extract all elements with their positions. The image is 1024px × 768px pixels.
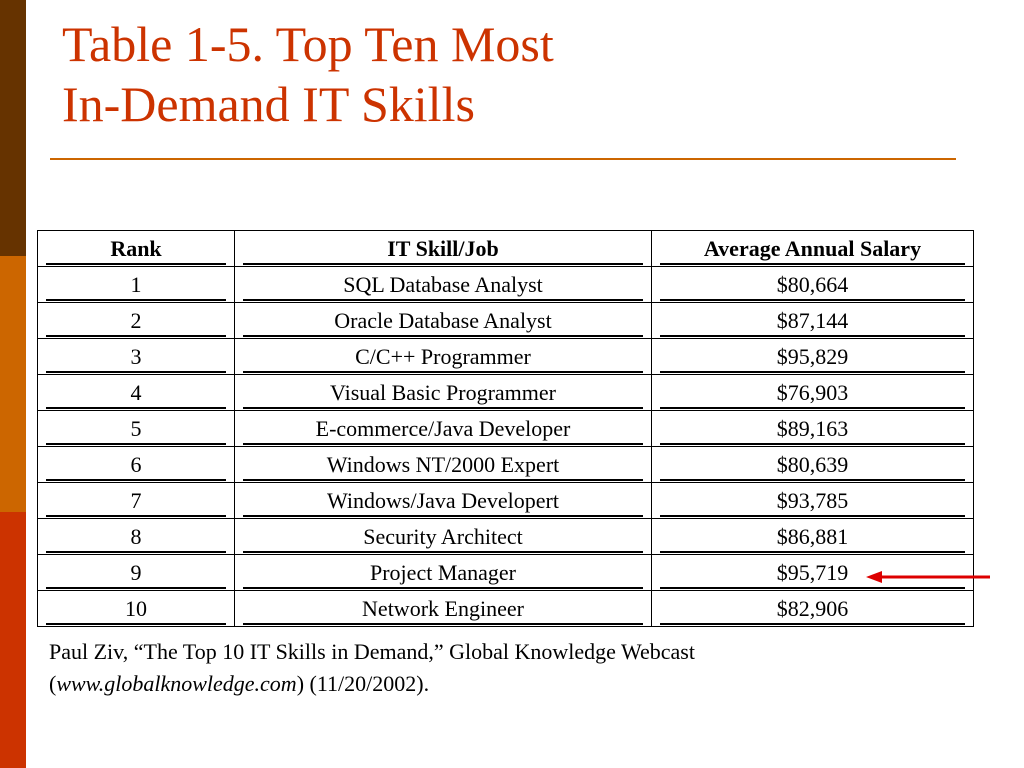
table-row: 6 Windows NT/2000 Expert $80,639 xyxy=(37,446,974,483)
header-salary: Average Annual Salary xyxy=(651,230,974,267)
skill-cell: Windows/Java Developert xyxy=(234,482,652,519)
table-row: 4 Visual Basic Programmer $76,903 xyxy=(37,374,974,411)
source-caption: Paul Ziv, “The Top 10 IT Skills in Deman… xyxy=(49,636,695,700)
table-row: 2 Oracle Database Analyst $87,144 xyxy=(37,302,974,339)
table-row: 5 E-commerce/Java Developer $89,163 xyxy=(37,410,974,447)
table-row: 7 Windows/Java Developert $93,785 xyxy=(37,482,974,519)
skill-cell: Network Engineer xyxy=(234,590,652,627)
rank-cell: 10 xyxy=(37,590,235,627)
left-arrow-icon xyxy=(866,571,990,583)
rank-cell: 5 xyxy=(37,410,235,447)
rank-cell: 3 xyxy=(37,338,235,375)
title-line-2: In-Demand IT Skills xyxy=(62,76,475,132)
side-bar-middle-segment xyxy=(0,256,26,512)
skill-cell: E-commerce/Java Developer xyxy=(234,410,652,447)
rank-cell: 1 xyxy=(37,266,235,303)
rank-cell: 6 xyxy=(37,446,235,483)
salary-cell: $80,639 xyxy=(651,446,974,483)
skill-cell: SQL Database Analyst xyxy=(234,266,652,303)
slide-title: Table 1-5. Top Ten Most In-Demand IT Ski… xyxy=(62,14,554,134)
rank-cell: 9 xyxy=(37,554,235,591)
header-rank: Rank xyxy=(37,230,235,267)
title-divider xyxy=(50,158,956,160)
skill-cell: Windows NT/2000 Expert xyxy=(234,446,652,483)
salary-cell: $93,785 xyxy=(651,482,974,519)
table-header-row: Rank IT Skill/Job Average Annual Salary xyxy=(37,230,974,267)
salary-cell: $80,664 xyxy=(651,266,974,303)
salary-cell: $95,829 xyxy=(651,338,974,375)
salary-cell: $87,144 xyxy=(651,302,974,339)
rank-cell: 8 xyxy=(37,518,235,555)
side-bar-top-segment xyxy=(0,0,26,256)
skill-cell: Oracle Database Analyst xyxy=(234,302,652,339)
salary-cell: $95,719 xyxy=(651,554,974,591)
rank-cell: 7 xyxy=(37,482,235,519)
table-row: 1 SQL Database Analyst $80,664 xyxy=(37,266,974,303)
salary-cell: $89,163 xyxy=(651,410,974,447)
caption-url: www.globalknowledge.com xyxy=(56,671,297,696)
skill-cell: Security Architect xyxy=(234,518,652,555)
caption-open-paren: ( xyxy=(49,671,57,696)
title-line-1: Table 1-5. Top Ten Most xyxy=(62,16,554,72)
salary-cell: $86,881 xyxy=(651,518,974,555)
table-row: 8 Security Architect $86,881 xyxy=(37,518,974,555)
rank-cell: 2 xyxy=(37,302,235,339)
side-color-bar xyxy=(0,0,26,768)
header-skill: IT Skill/Job xyxy=(234,230,652,267)
table-row: 10 Network Engineer $82,906 xyxy=(37,590,974,627)
salary-cell: $82,906 xyxy=(651,590,974,627)
caption-date: ) (11/20/2002). xyxy=(296,671,430,696)
skills-table: Rank IT Skill/Job Average Annual Salary … xyxy=(37,230,974,627)
skill-cell: Project Manager xyxy=(234,554,652,591)
skill-cell: C/C++ Programmer xyxy=(234,338,652,375)
table-row: 9 Project Manager $95,719 xyxy=(37,554,974,591)
side-bar-bottom-segment xyxy=(0,512,26,768)
salary-cell: $76,903 xyxy=(651,374,974,411)
skill-cell: Visual Basic Programmer xyxy=(234,374,652,411)
arrow-head xyxy=(866,571,882,583)
rank-cell: 4 xyxy=(37,374,235,411)
table-row: 3 C/C++ Programmer $95,829 xyxy=(37,338,974,375)
caption-citation: Paul Ziv, “The Top 10 IT Skills in Deman… xyxy=(49,639,695,664)
